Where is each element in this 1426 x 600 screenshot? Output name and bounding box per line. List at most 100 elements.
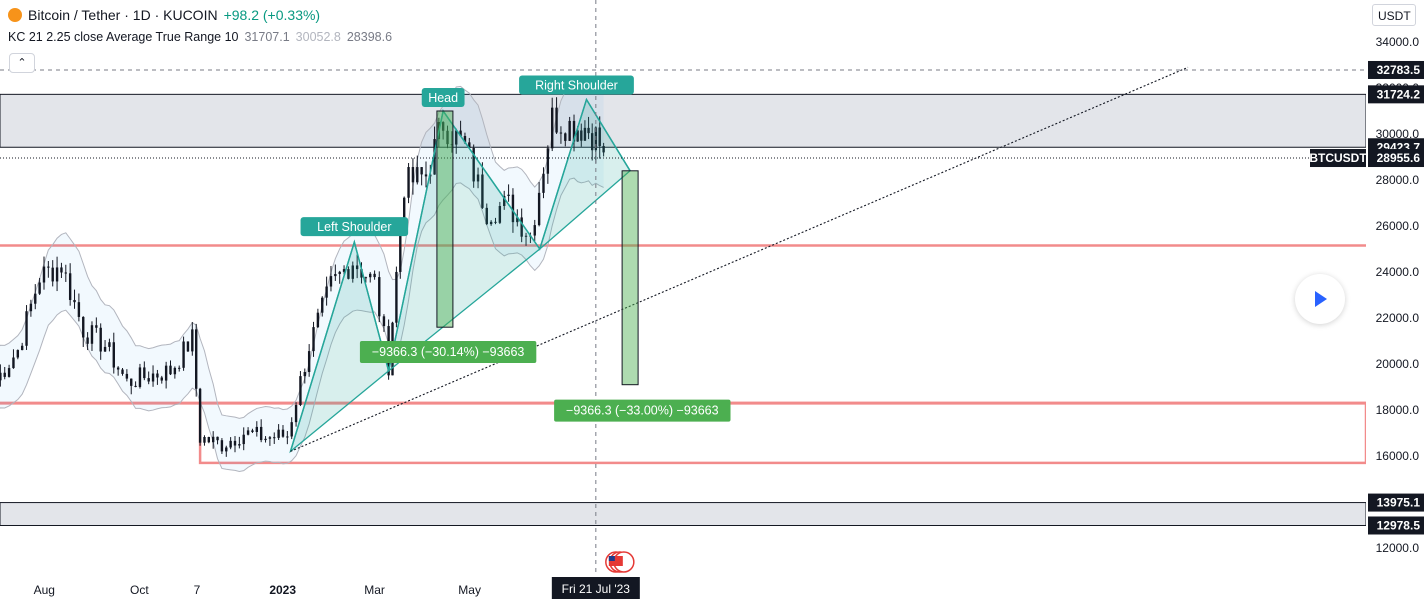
candle-body bbox=[533, 225, 536, 236]
candle-body bbox=[178, 367, 181, 369]
candle-body bbox=[147, 378, 150, 382]
bitcoin-icon bbox=[8, 8, 22, 22]
price-label-bg bbox=[1368, 493, 1424, 512]
collapse-legend-button[interactable]: ⌃ bbox=[9, 53, 35, 73]
x-tick-label: Mar bbox=[364, 583, 385, 597]
candle-body bbox=[16, 350, 20, 358]
candle-body bbox=[503, 196, 506, 206]
candle-body bbox=[459, 130, 462, 137]
candle-body bbox=[229, 440, 232, 448]
candle-body bbox=[47, 266, 50, 268]
candle-body bbox=[568, 120, 571, 141]
candle-body bbox=[108, 342, 111, 347]
currency-selector[interactable]: USDT bbox=[1372, 4, 1416, 26]
candle-body bbox=[463, 136, 467, 143]
indicator-upper-value: 31707.1 bbox=[244, 30, 290, 44]
candle-body bbox=[520, 217, 523, 237]
last-price-label: 28955.6 bbox=[1377, 151, 1421, 165]
candle-body bbox=[325, 286, 328, 298]
symbol-title[interactable]: Bitcoin / Tether · 1D · KUCOIN bbox=[28, 7, 218, 23]
candle-body bbox=[290, 422, 293, 437]
candle-body bbox=[542, 173, 545, 193]
measure-label-1: −9366.3 (−30.14%) −93663 bbox=[372, 345, 525, 359]
candle-body bbox=[369, 273, 372, 278]
candle-body bbox=[220, 440, 224, 452]
candle-body bbox=[264, 438, 267, 441]
candle-body bbox=[130, 378, 133, 386]
x-tick-label: 2023 bbox=[269, 583, 296, 597]
measure-label-2: −9366.3 (−33.00%) −93663 bbox=[566, 404, 719, 418]
candle-body bbox=[507, 194, 510, 197]
price-label-bg bbox=[1368, 60, 1424, 79]
neckline bbox=[290, 66, 1189, 452]
replay-button[interactable] bbox=[1295, 274, 1345, 324]
candle-body bbox=[116, 367, 120, 370]
candle-body bbox=[246, 430, 250, 435]
candle-body bbox=[537, 192, 541, 226]
candle-body bbox=[587, 127, 590, 134]
candle-body bbox=[286, 436, 289, 438]
crosshair-date-label: Fri 21 Jul '23 bbox=[562, 582, 631, 596]
y-tick-label: 12000.0 bbox=[1376, 541, 1420, 555]
candle-body bbox=[299, 376, 302, 406]
y-tick-label: 34000.0 bbox=[1376, 35, 1420, 49]
right-shoulder-label-bg bbox=[519, 75, 634, 95]
candle-body bbox=[555, 107, 558, 133]
candle-body bbox=[60, 267, 63, 273]
candle-body bbox=[351, 265, 354, 279]
candle-body bbox=[446, 130, 449, 145]
candle-body bbox=[64, 272, 67, 274]
candle-body bbox=[90, 325, 94, 344]
candle-body bbox=[103, 346, 107, 352]
indicator-legend[interactable]: KC 21 2.25 close Average True Range 10 31… bbox=[8, 30, 392, 44]
candle-body bbox=[572, 120, 576, 142]
us-flag-event-icon bbox=[605, 551, 635, 573]
candle-body bbox=[121, 369, 124, 374]
candle-body bbox=[355, 265, 359, 270]
symbol-tag: BTCUSDT bbox=[1309, 151, 1367, 165]
candle-body bbox=[583, 127, 587, 141]
candle-body bbox=[138, 367, 142, 387]
candle-body bbox=[195, 329, 198, 389]
indicator-name: KC 21 2.25 close Average True Range 10 bbox=[8, 30, 239, 44]
candle-body bbox=[182, 341, 185, 368]
crosshair-date-bg bbox=[551, 577, 640, 599]
measure-bar-1 bbox=[436, 110, 454, 328]
y-tick-label: 16000.0 bbox=[1376, 449, 1420, 463]
candle-body bbox=[156, 373, 159, 378]
candle-body bbox=[399, 231, 402, 272]
candle-body bbox=[364, 277, 368, 279]
supply-zone-0 bbox=[0, 93, 1367, 148]
y-tick-label: 26000.0 bbox=[1376, 219, 1420, 233]
candle-body bbox=[255, 426, 259, 432]
candle-body bbox=[191, 329, 194, 352]
symbol-legend: Bitcoin / Tether · 1D · KUCOIN +98.2 (+0.… bbox=[8, 6, 320, 24]
candle-body bbox=[203, 436, 206, 443]
head-label-bg bbox=[421, 88, 465, 107]
candle-body bbox=[25, 311, 28, 346]
candle-body bbox=[424, 174, 428, 177]
y-tick-label: 30000.0 bbox=[1376, 127, 1420, 141]
candle-body bbox=[347, 269, 350, 279]
candle-body bbox=[476, 174, 480, 182]
candle-body bbox=[433, 139, 436, 175]
candle-body bbox=[277, 429, 280, 438]
candle-body bbox=[55, 267, 59, 282]
candle-body bbox=[134, 385, 137, 387]
price-label: 13975.1 bbox=[1377, 496, 1421, 510]
indicator-lower-value: 28398.6 bbox=[346, 30, 393, 44]
price-label: 32783.5 bbox=[1377, 63, 1421, 77]
candle-body bbox=[468, 142, 471, 148]
candle-body bbox=[7, 368, 11, 377]
candle-body bbox=[559, 132, 563, 134]
head-label: Head bbox=[428, 91, 458, 105]
candle-body bbox=[395, 271, 398, 323]
candle-body bbox=[402, 197, 406, 232]
candle-body bbox=[68, 273, 72, 300]
candle-body bbox=[329, 276, 333, 287]
left-shoulder-label-bg bbox=[300, 217, 409, 237]
candle-body bbox=[34, 293, 37, 304]
candle-body bbox=[450, 144, 454, 146]
